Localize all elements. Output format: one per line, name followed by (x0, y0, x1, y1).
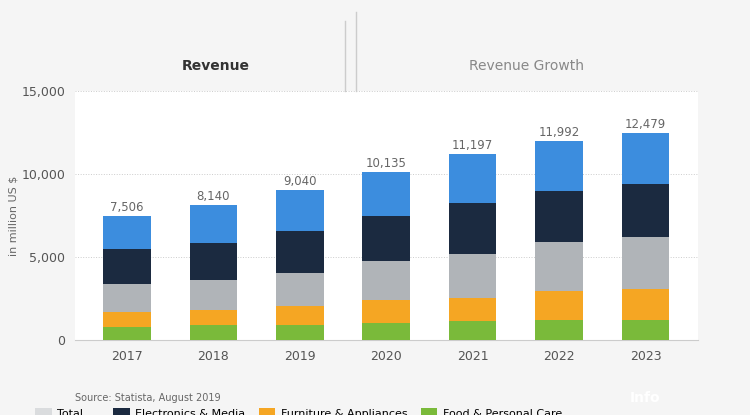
Bar (190, 243, 237, 280)
Bar (449, 254, 497, 298)
Bar (190, 325, 237, 340)
Text: 11,992: 11,992 (538, 126, 580, 139)
Y-axis label: in million US $: in million US $ (8, 176, 19, 256)
Bar (536, 191, 583, 242)
Bar (103, 249, 151, 284)
Bar (362, 261, 410, 300)
Bar (276, 306, 323, 325)
Bar (190, 280, 237, 310)
Text: 10,135: 10,135 (366, 157, 407, 170)
Text: 11,197: 11,197 (452, 139, 494, 152)
Bar (622, 237, 670, 289)
Bar (622, 320, 670, 340)
Bar (362, 172, 410, 216)
Text: Info: Info (630, 391, 660, 405)
Bar (190, 310, 237, 325)
Bar (103, 216, 151, 249)
Bar (449, 298, 497, 321)
Bar (103, 284, 151, 312)
Bar (622, 133, 670, 184)
Legend: Total, Fashion, Electronics & Media, Toys, Hobby & DIY, Furniture & Appliances, : Total, Fashion, Electronics & Media, Toy… (31, 403, 567, 415)
Bar (449, 321, 497, 340)
Bar (536, 242, 583, 290)
Bar (449, 154, 497, 203)
Bar (276, 325, 323, 340)
Text: 8,140: 8,140 (196, 190, 230, 203)
Bar (536, 290, 583, 320)
Bar (103, 312, 151, 327)
Bar (190, 205, 237, 243)
Text: Revenue Growth: Revenue Growth (470, 59, 584, 73)
Bar (276, 190, 323, 231)
Bar (536, 141, 583, 191)
Text: Source: Statista, August 2019: Source: Statista, August 2019 (75, 393, 220, 403)
Text: 9,040: 9,040 (283, 175, 316, 188)
Bar (622, 289, 670, 320)
Text: Revenue: Revenue (182, 59, 250, 73)
Bar (103, 327, 151, 340)
Bar (449, 203, 497, 254)
Bar (276, 231, 323, 273)
Bar (536, 320, 583, 340)
Bar (362, 323, 410, 340)
Bar (276, 273, 323, 306)
Bar (362, 216, 410, 261)
Text: 12,479: 12,479 (625, 118, 666, 131)
Bar (362, 300, 410, 323)
Text: 7,506: 7,506 (110, 201, 144, 214)
Bar (622, 184, 670, 237)
